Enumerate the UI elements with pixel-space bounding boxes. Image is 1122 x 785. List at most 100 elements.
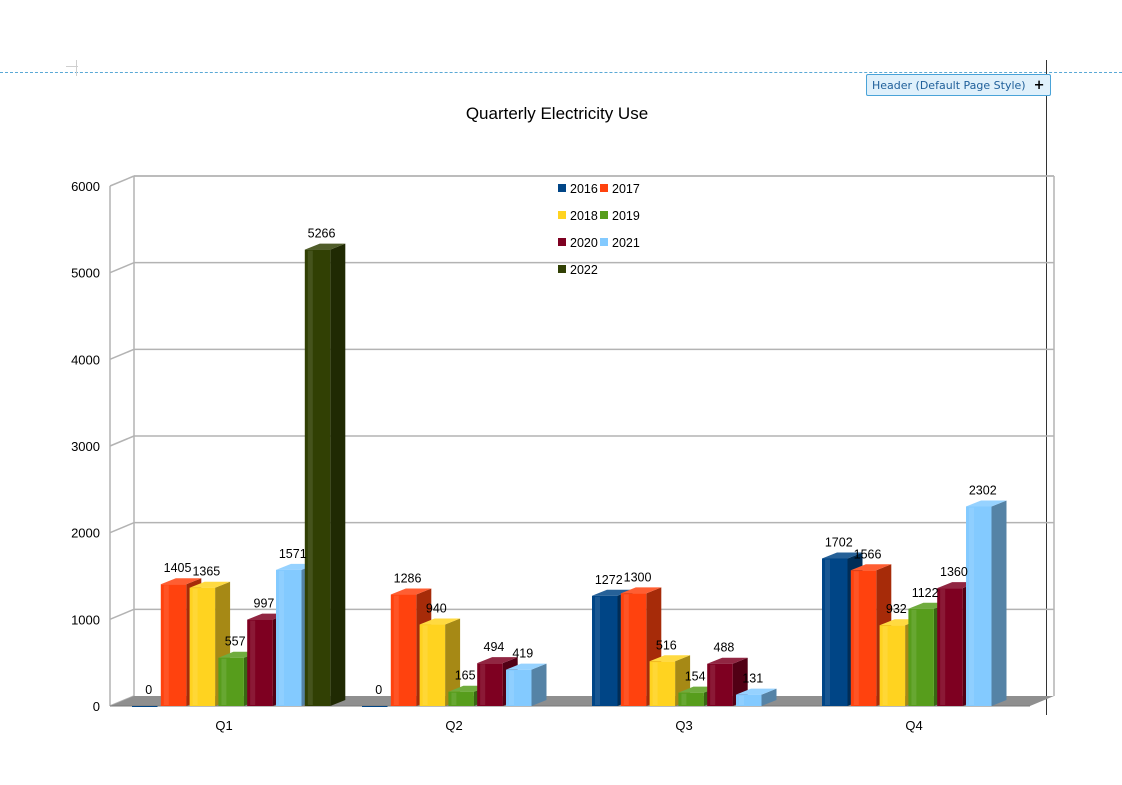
y-tick-label: 5000	[71, 266, 100, 281]
chart-floor	[110, 696, 1054, 706]
bar-top	[822, 552, 863, 559]
bar-top	[419, 618, 461, 625]
page-margin-line	[1046, 60, 1047, 715]
bar-highlight	[480, 664, 486, 705]
bar-highlight	[509, 670, 514, 705]
header-button-label: Header (Default Page Style)	[872, 78, 1026, 92]
legend-swatch-2022	[558, 265, 566, 273]
bar-highlight	[739, 695, 744, 705]
bar-top	[966, 500, 1007, 507]
legend-label-2017: 2017	[612, 182, 640, 196]
data-label: 516	[656, 638, 677, 652]
bar-top	[592, 589, 633, 596]
bar-side	[991, 500, 1007, 706]
bar-highlight	[652, 662, 658, 705]
legend-swatch-2016	[558, 184, 566, 192]
side-wall-gridline	[109, 435, 135, 447]
legend-label-2018: 2018	[570, 209, 598, 223]
bar-top	[304, 243, 346, 250]
data-label: 1360	[940, 565, 968, 579]
data-label: 557	[225, 635, 246, 649]
y-tick-label: 2000	[71, 526, 100, 541]
data-label: 1566	[854, 547, 882, 561]
legend-label-2021: 2021	[612, 236, 640, 250]
bar-2016-Q1	[132, 706, 158, 707]
bar-highlight	[221, 658, 227, 705]
bar-highlight	[422, 625, 428, 705]
data-label: 997	[254, 597, 275, 611]
bar-top	[506, 663, 547, 670]
side-wall-gridline	[109, 348, 135, 361]
x-tick-label: Q4	[905, 718, 922, 733]
data-label: 0	[145, 683, 152, 697]
bar-top	[160, 578, 202, 585]
legend-swatch-2019	[600, 211, 608, 219]
bar-highlight	[623, 594, 629, 705]
data-label: 2302	[969, 483, 997, 497]
bar-side	[330, 243, 346, 706]
plus-icon[interactable]: +	[1033, 77, 1045, 93]
data-label: 932	[886, 602, 907, 616]
side-wall-gridline	[109, 608, 135, 621]
legend-swatch-2018	[558, 211, 566, 219]
bar-highlight	[163, 585, 169, 705]
data-label: 940	[426, 602, 447, 616]
y-tick-label: 4000	[71, 352, 100, 367]
bar-top	[189, 581, 231, 588]
bar-highlight	[825, 559, 830, 705]
legend-swatch-2021	[600, 238, 608, 246]
page-corner-mark	[66, 66, 78, 67]
header-boundary-line	[0, 72, 1122, 73]
data-label: 488	[714, 641, 735, 655]
side-wall-gridline	[109, 261, 135, 274]
y-tick-label: 3000	[71, 439, 100, 454]
y-tick-label: 6000	[71, 179, 100, 194]
bar-top	[390, 588, 432, 595]
x-tick-label: Q3	[675, 718, 692, 733]
bar-2016-Q2	[362, 706, 388, 707]
bar-highlight	[853, 571, 859, 705]
bar-highlight	[681, 693, 687, 705]
data-label: 154	[685, 670, 706, 684]
data-label: 165	[455, 669, 476, 683]
y-tick-label: 1000	[71, 612, 100, 627]
x-tick-label: Q1	[215, 718, 232, 733]
bar-side	[761, 688, 777, 706]
data-label: 1571	[279, 547, 307, 561]
x-tick-label: Q2	[445, 718, 462, 733]
bar-side	[531, 663, 547, 706]
data-label: 1286	[394, 572, 422, 586]
data-label: 494	[484, 640, 505, 654]
bar-highlight	[279, 570, 284, 705]
data-label: 1122	[912, 586, 939, 600]
data-label: 419	[512, 647, 533, 661]
data-label: 1702	[825, 535, 853, 549]
bar-side	[445, 618, 461, 706]
bar-highlight	[250, 620, 256, 705]
data-label: 1405	[164, 561, 192, 575]
legend-label-2016: 2016	[570, 182, 598, 196]
data-label: 1300	[624, 570, 652, 584]
data-label: 131	[742, 672, 763, 686]
bar-highlight	[882, 626, 888, 705]
bar-highlight	[451, 692, 457, 705]
data-label: 1272	[595, 573, 623, 587]
data-label: 1365	[192, 565, 220, 579]
bar-top	[477, 657, 518, 664]
bar-highlight	[393, 595, 399, 705]
bar-highlight	[940, 589, 946, 705]
bar-highlight	[710, 664, 716, 705]
bar-highlight	[595, 596, 600, 705]
page-corner-mark	[76, 60, 77, 76]
bar-top	[649, 655, 691, 662]
legend-label-2019: 2019	[612, 209, 640, 223]
bar-highlight	[192, 588, 198, 705]
bar-top	[707, 657, 748, 664]
bar-highlight	[911, 609, 917, 705]
legend-label-2022: 2022	[570, 263, 598, 277]
data-label: 5266	[308, 227, 336, 241]
header-default-page-style-button[interactable]: Header (Default Page Style) +	[866, 74, 1052, 96]
bar-top	[620, 587, 662, 594]
legend-swatch-2017	[600, 184, 608, 192]
